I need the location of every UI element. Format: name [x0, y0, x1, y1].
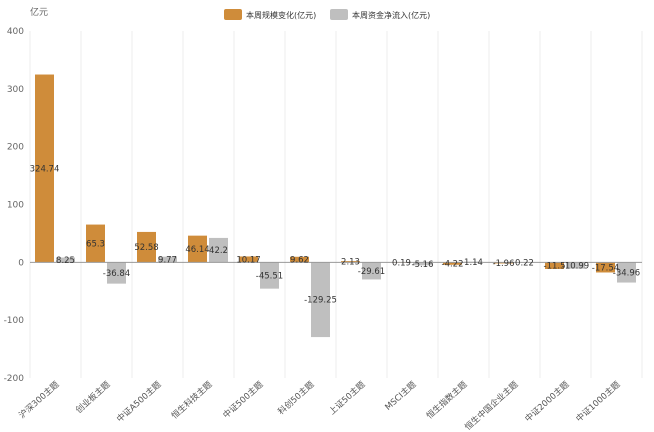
legend-label-scale-change: 本周规模变化(亿元) [246, 10, 316, 20]
data-label: 0.22 [515, 258, 534, 268]
bar-net-inflow[interactable] [107, 262, 126, 284]
data-label: 1.14 [464, 258, 483, 268]
y-tick-label: 200 [7, 143, 24, 153]
data-label: -11.5 [544, 262, 566, 272]
legend-label-net-inflow: 本周资金净流入(亿元) [352, 10, 430, 20]
legend-swatch-net-inflow [330, 9, 348, 20]
y-axis: -200 -100 0 100 200 300 400 [4, 27, 25, 384]
data-label: -129.25 [304, 296, 337, 306]
bar-scale-change[interactable] [137, 231, 156, 263]
data-label: 9.77 [158, 256, 177, 266]
y-tick-label: 300 [7, 85, 24, 95]
bar-net-inflow[interactable] [209, 237, 228, 263]
bar-net-inflow[interactable] [56, 257, 75, 263]
bar-scale-change[interactable] [443, 262, 462, 265]
data-labels: 324.74 65.3 52.58 46.14 10.17 9.62 2.13 0.19 -4.… [30, 164, 641, 305]
data-label: 324.74 [30, 164, 60, 174]
bar-scale-change[interactable] [239, 256, 258, 263]
data-label: 52.58 [134, 243, 158, 253]
data-label: -45.51 [256, 271, 283, 281]
data-label: 42.2 [209, 246, 228, 256]
y-unit-label: 亿元 [30, 6, 48, 18]
category-label: 中证500主题 [221, 379, 266, 421]
bar-scale-change[interactable] [545, 262, 564, 269]
data-label: -4.22 [442, 260, 464, 270]
category-label: 恒生科技主题 [169, 379, 215, 422]
bar-net-inflow[interactable] [413, 262, 432, 266]
legend: 本周规模变化(亿元) 本周资金净流入(亿元) [224, 9, 430, 20]
data-label: -1.96 [493, 259, 515, 269]
y-tick-label: -100 [4, 316, 25, 326]
grid-lines [29, 31, 643, 378]
y-tick-label: 100 [7, 201, 24, 211]
data-label: 10.17 [236, 255, 260, 265]
data-label: -36.84 [103, 269, 130, 279]
data-label: -17.54 [592, 263, 619, 273]
bar-net-inflow[interactable] [362, 262, 381, 280]
bar-scale-change[interactable] [188, 235, 207, 263]
bar-net-inflow[interactable] [566, 262, 585, 269]
data-label: 46.14 [185, 245, 209, 255]
bar-scale-change[interactable] [35, 74, 54, 263]
legend-item-net-inflow[interactable]: 本周资金净流入(亿元) [330, 9, 430, 20]
category-label: 科创50主题 [276, 379, 317, 417]
data-label: 9.62 [290, 256, 309, 266]
bar-net-inflow[interactable] [260, 262, 279, 289]
legend-item-scale-change[interactable]: 本周规模变化(亿元) [224, 9, 316, 20]
data-label: 0.19 [392, 258, 411, 268]
data-label: -5.16 [412, 260, 434, 270]
bar-net-inflow[interactable] [617, 262, 636, 283]
y-tick-label: -200 [4, 374, 25, 384]
data-label: 65.3 [86, 239, 105, 249]
category-label: 恒生指数主题 [424, 379, 470, 422]
category-label: 沪深300主题 [17, 379, 62, 421]
category-label: 中证A500主题 [114, 379, 163, 425]
data-label: -34.96 [613, 268, 640, 278]
category-label: 中证1000主题 [574, 379, 623, 425]
legend-swatch-scale-change [224, 9, 242, 20]
bar-scale-change[interactable] [290, 256, 309, 263]
category-label: 中证2000主题 [523, 379, 572, 425]
category-label: MSCI主题 [383, 379, 419, 413]
bar-scale-change[interactable] [86, 224, 105, 263]
y-tick-label: 0 [18, 258, 24, 268]
data-label: 2.13 [341, 258, 360, 268]
bars [35, 74, 636, 338]
y-tick-label: 400 [7, 27, 24, 37]
category-labels: 沪深300主题 创业板主题 中证A500主题 恒生科技主题 中证500主题 科创50主题上… [17, 379, 623, 432]
category-label: 上证50主题 [327, 379, 368, 417]
data-label: -10.99 [562, 262, 589, 272]
bar-net-inflow[interactable] [158, 256, 177, 263]
bar-net-inflow[interactable] [311, 262, 330, 338]
data-label: 8.25 [56, 256, 75, 266]
bar-scale-change[interactable] [596, 262, 615, 273]
bar-scale-change[interactable] [494, 262, 513, 264]
data-label: -29.61 [358, 267, 385, 277]
category-label: 创业板主题 [74, 379, 113, 416]
category-label: 恒生中国企业主题 [463, 379, 521, 432]
bar-scale-change[interactable] [341, 261, 360, 263]
